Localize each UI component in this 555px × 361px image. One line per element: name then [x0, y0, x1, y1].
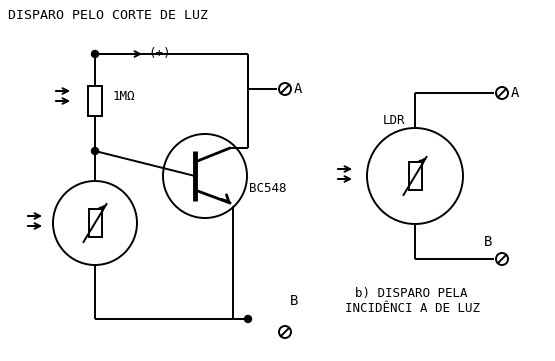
Bar: [408, 162, 421, 190]
Text: BC548: BC548: [249, 182, 286, 195]
Text: 1MΩ: 1MΩ: [113, 90, 135, 103]
Bar: [88, 86, 102, 116]
Circle shape: [245, 316, 251, 322]
Circle shape: [92, 148, 98, 155]
Bar: [88, 209, 102, 237]
Text: B: B: [484, 235, 492, 249]
Text: DISPARO PELO CORTE DE LUZ: DISPARO PELO CORTE DE LUZ: [8, 9, 208, 22]
Text: INCIDÊNCI A DE LUZ: INCIDÊNCI A DE LUZ: [345, 303, 480, 316]
Text: b) DISPARO PELA: b) DISPARO PELA: [355, 287, 467, 300]
Circle shape: [92, 51, 98, 57]
Text: A: A: [294, 82, 302, 96]
Text: A: A: [511, 86, 519, 100]
Text: (+): (+): [148, 47, 170, 60]
Text: B: B: [290, 294, 299, 308]
Text: LDR: LDR: [383, 113, 406, 126]
